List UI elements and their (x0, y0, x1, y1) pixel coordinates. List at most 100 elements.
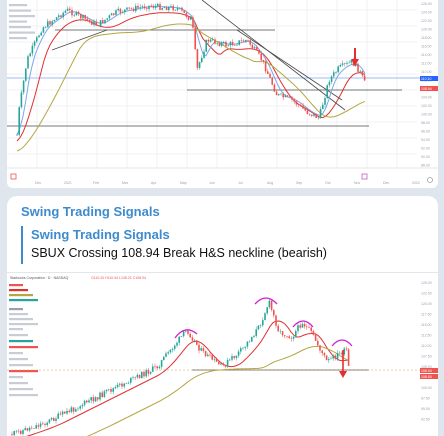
y-tick-label: 120.00 (421, 28, 432, 32)
x-tick-label: Nov (354, 181, 360, 185)
bottom-legend-row (9, 376, 23, 379)
candle (202, 346, 205, 354)
settings-icon (427, 177, 433, 183)
legend-row (9, 15, 35, 18)
candle (213, 356, 216, 363)
candle (130, 377, 132, 385)
reply-quote[interactable]: Swing Trading Signals SBUX Crossing 108.… (21, 226, 431, 264)
bottom-legend-row (9, 323, 38, 326)
bottom-y-tick-label: 117.50 (421, 313, 431, 317)
candle (127, 381, 130, 385)
ohlc-line: O110.20 H110.94 L108.21 C108.94 (91, 276, 146, 280)
candle (22, 79, 25, 95)
candle (66, 6, 69, 12)
top-price-badge-2: 108.94 (421, 87, 432, 91)
y-tick-label: 122.00 (421, 19, 432, 23)
x-tick-label: Jul (238, 181, 243, 185)
bottom-legend-row (9, 313, 28, 316)
candle (86, 16, 89, 22)
candle (257, 325, 260, 331)
trend-line-left (51, 29, 108, 51)
candle (37, 423, 40, 430)
candle (306, 108, 309, 115)
candle (46, 421, 48, 428)
candle (322, 102, 324, 110)
candle (341, 60, 344, 67)
candle (57, 411, 59, 420)
candle (152, 363, 154, 373)
bottom-legend-row (9, 308, 23, 311)
y-tick-label: 116.00 (421, 45, 431, 49)
candle (124, 9, 126, 15)
candle (110, 12, 113, 16)
candle (137, 3, 139, 10)
bottom-y-tick-label: 112.50 (421, 334, 431, 338)
candle (150, 3, 152, 8)
candle (113, 13, 115, 17)
candle (44, 25, 47, 29)
candle (348, 60, 350, 64)
candle (141, 4, 144, 10)
candle (168, 6, 170, 13)
candle (115, 8, 117, 17)
bottom-y-tick-label: 105.00 (421, 365, 432, 369)
candle (273, 309, 275, 318)
candle (266, 306, 268, 316)
candle (97, 25, 100, 27)
candle (88, 19, 91, 24)
candle (152, 4, 155, 10)
candle (42, 421, 44, 426)
candle (114, 385, 117, 390)
candle (119, 382, 121, 388)
candle (234, 43, 236, 46)
candle (51, 20, 53, 27)
candle (40, 31, 42, 37)
candle (55, 16, 58, 21)
x-tick-label: Aug (267, 181, 273, 185)
candle (259, 324, 262, 329)
y-tick-label: 104.00 (421, 96, 432, 100)
candle (183, 10, 185, 13)
candle (20, 89, 23, 109)
candle (308, 113, 311, 117)
bottom-y-tick-label: 115.00 (421, 323, 431, 327)
candle (253, 45, 256, 50)
event-marker-icon (10, 173, 17, 180)
candle (174, 9, 177, 12)
y-tick-label: 100.00 (421, 113, 432, 117)
bottom-y-tick-label: 120.00 (421, 302, 432, 306)
candle (80, 13, 82, 22)
candle (50, 416, 53, 421)
y-tick-label: 88.00 (421, 164, 430, 168)
bottom-chart-image[interactable]: Starbucks Corporation · D · NASDAQ O110.… (7, 272, 438, 436)
bottom-legend-row (9, 358, 28, 361)
candle (256, 45, 258, 51)
x-tick-label: 2022 (412, 181, 420, 185)
bottom-legend-row (9, 382, 28, 385)
candle (176, 341, 178, 348)
candle (170, 3, 172, 8)
right-shoulder-arc (292, 320, 314, 328)
candle (139, 4, 141, 11)
candle (156, 365, 158, 371)
candle (242, 347, 244, 350)
candle (347, 347, 350, 367)
channel-name[interactable]: Swing Trading Signals (21, 204, 160, 219)
candle (69, 6, 71, 13)
candle (231, 39, 234, 47)
candle (306, 324, 308, 330)
event-marker-icon-2 (361, 173, 368, 180)
top-price-badge: 110.10 (421, 77, 431, 81)
candle (169, 348, 172, 355)
bottom-legend-row (9, 284, 23, 287)
candle (275, 314, 277, 329)
top-chart-image[interactable]: 126.00 124.00 122.00 120.00 118.00 116.00 114.… (7, 0, 438, 188)
candle (212, 36, 214, 42)
candle (190, 16, 192, 20)
candle (196, 340, 198, 346)
candle (141, 371, 143, 379)
candle (267, 68, 269, 75)
candle (116, 382, 119, 389)
candle (207, 352, 209, 357)
candle (145, 368, 147, 379)
